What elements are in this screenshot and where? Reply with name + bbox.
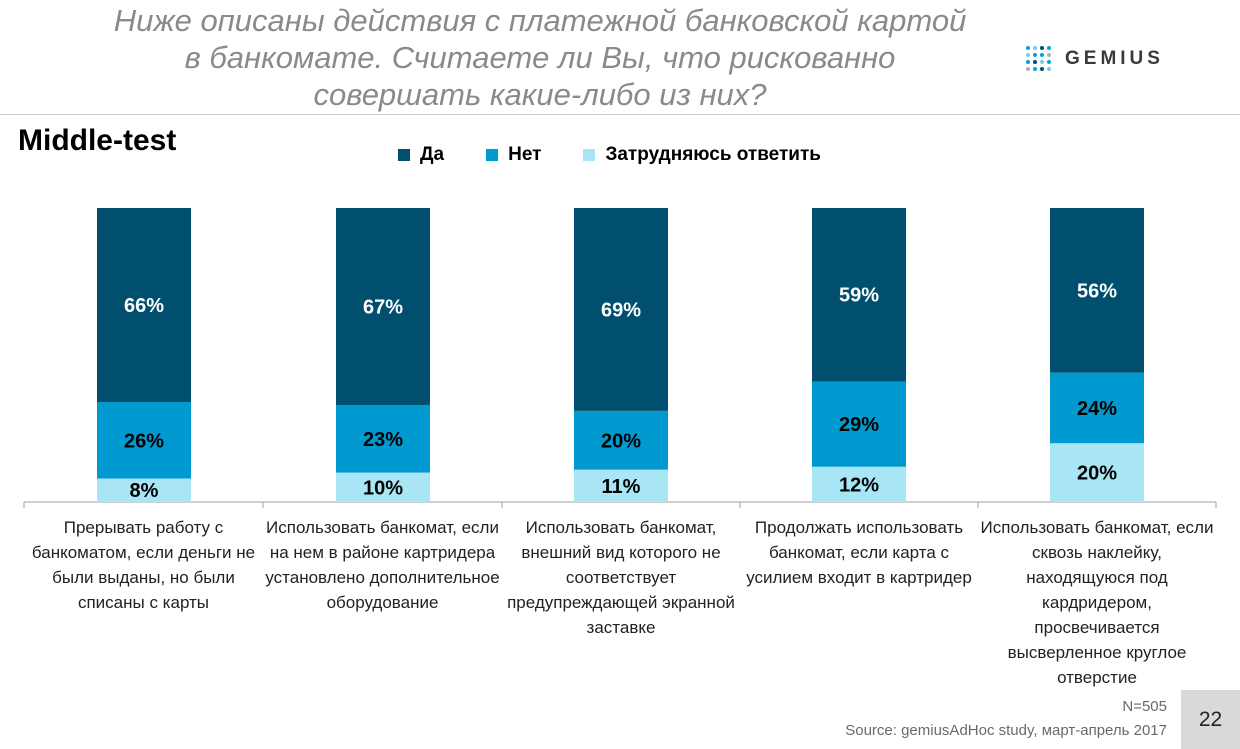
- legend-swatch: [398, 149, 410, 161]
- bar-segment: [97, 478, 191, 502]
- x-tick-label: Использовать банкомат, если на нем в рай…: [265, 518, 500, 612]
- bar-segment: [336, 404, 430, 473]
- logo-dot: [1033, 67, 1037, 71]
- logo-dot: [1033, 53, 1037, 57]
- bar-segment: [1050, 372, 1144, 444]
- legend-label: Нет: [508, 144, 542, 165]
- bar-segment: [812, 381, 906, 467]
- gemius-logo: GEMIUS: [1026, 46, 1164, 71]
- page-title: Ниже описаны действия с платежной банков…: [40, 2, 1040, 113]
- logo-dot: [1026, 60, 1030, 64]
- bar-segment: [574, 410, 668, 470]
- bar-segment: [1050, 443, 1144, 502]
- logo-dot: [1026, 46, 1030, 50]
- logo-dot: [1047, 53, 1051, 57]
- logo-dots-icon: [1026, 46, 1051, 71]
- logo-dot: [1026, 67, 1030, 71]
- data-label: 26%: [124, 430, 164, 452]
- header-divider: [0, 114, 1240, 115]
- logo-dot: [1026, 53, 1030, 57]
- data-label: 10%: [363, 477, 403, 499]
- data-label: 24%: [1077, 398, 1117, 420]
- logo-dot: [1033, 46, 1037, 50]
- logo-dot: [1047, 46, 1051, 50]
- data-label: 12%: [839, 474, 879, 496]
- logo-dot: [1047, 67, 1051, 71]
- bar-segment: [1050, 208, 1144, 373]
- chart-subtitle: Middle-test: [18, 124, 177, 157]
- x-tick-label: Прерывать работу с банкоматом, если день…: [31, 518, 256, 612]
- title-line-2: в банкомате. Считаете ли Вы, что рискова…: [184, 40, 896, 75]
- title-line-3: совершать какие-либо из них?: [313, 77, 767, 112]
- logo-dot: [1040, 53, 1044, 57]
- legend-label: Да: [420, 144, 445, 165]
- data-label: 20%: [1077, 463, 1117, 485]
- logo-dot: [1040, 60, 1044, 64]
- bar-segment: [574, 208, 668, 411]
- source-note: Source: gemiusAdHoc study, март-апрель 2…: [845, 722, 1167, 739]
- logo-dot: [1047, 60, 1051, 64]
- legend-swatch: [583, 149, 596, 161]
- bar-segment: [812, 208, 906, 382]
- logo-dot: [1033, 60, 1037, 64]
- data-label: 67%: [363, 296, 403, 318]
- x-tick-label: Использовать банкомат, если сквозь накле…: [980, 518, 1214, 687]
- legend-swatch: [486, 149, 499, 161]
- legend-item: Да: [398, 144, 444, 166]
- logo-dot: [1040, 46, 1044, 50]
- page-number: 22: [1181, 690, 1240, 749]
- x-tick-label: Использовать банкомат, внешний вид котор…: [507, 518, 735, 637]
- bar-segment: [97, 402, 191, 479]
- data-label: 8%: [130, 480, 159, 502]
- logo-dot: [1040, 67, 1044, 71]
- bar-segment: [336, 208, 430, 405]
- bar-segment: [97, 208, 191, 403]
- legend-label: Затрудняюсь ответить: [605, 144, 821, 165]
- title-line-1: Ниже описаны действия с платежной банков…: [113, 3, 967, 38]
- data-label: 20%: [601, 430, 641, 452]
- data-label: 69%: [601, 299, 641, 321]
- legend-item: Нет: [486, 144, 541, 166]
- data-label: 56%: [1077, 280, 1117, 302]
- data-label: 11%: [602, 476, 641, 498]
- logo-text: GEMIUS: [1065, 47, 1164, 69]
- x-tick-label: Продолжать использовать банкомат, если к…: [746, 518, 972, 587]
- bar-segment: [812, 466, 906, 502]
- bar-segment: [336, 472, 430, 502]
- data-label: 59%: [839, 285, 879, 307]
- legend-item: Затрудняюсь ответить: [583, 144, 821, 166]
- chart-legend: Да Нет Затрудняюсь ответить: [398, 144, 863, 166]
- data-label: 66%: [124, 295, 164, 317]
- bar-segment: [574, 469, 668, 502]
- data-label: 23%: [363, 429, 403, 451]
- data-label: 29%: [839, 414, 879, 436]
- sample-size: N=505: [1122, 698, 1167, 715]
